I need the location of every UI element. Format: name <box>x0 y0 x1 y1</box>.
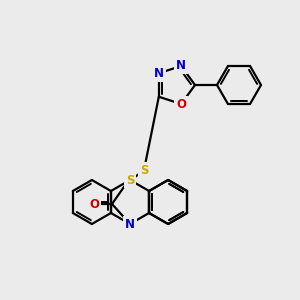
Text: S: S <box>126 173 134 187</box>
Text: S: S <box>140 164 148 176</box>
Text: N: N <box>125 218 135 230</box>
Text: N: N <box>176 59 186 73</box>
Text: O: O <box>176 98 186 110</box>
Text: O: O <box>89 197 99 211</box>
Text: N: N <box>154 67 164 80</box>
